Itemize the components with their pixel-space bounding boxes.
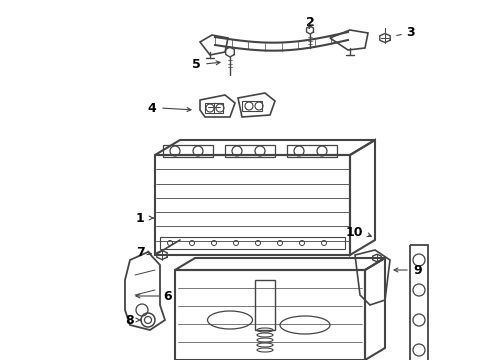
Text: 1: 1 (136, 212, 145, 225)
Text: 9: 9 (414, 264, 422, 276)
Bar (160, 237, 345, 249)
Text: 8: 8 (126, 314, 134, 327)
Text: 5: 5 (192, 58, 200, 71)
Text: 6: 6 (164, 289, 172, 302)
Text: 7: 7 (136, 246, 145, 258)
Bar (242, 101, 262, 111)
Text: 4: 4 (147, 102, 156, 114)
Bar (205, 103, 223, 113)
Bar (287, 145, 337, 157)
Bar (255, 280, 275, 330)
Text: 3: 3 (406, 26, 415, 39)
Bar (410, 245, 428, 360)
Bar (225, 145, 275, 157)
Bar (163, 145, 213, 157)
Bar (175, 270, 365, 360)
Bar (155, 155, 350, 255)
Text: 2: 2 (306, 15, 315, 28)
Text: 10: 10 (345, 225, 363, 239)
